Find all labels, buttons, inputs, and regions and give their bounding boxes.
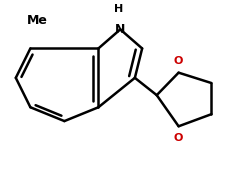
Text: H: H	[114, 4, 124, 14]
Text: O: O	[174, 133, 183, 143]
Text: Me: Me	[27, 14, 48, 27]
Text: O: O	[174, 56, 183, 66]
Text: N: N	[115, 23, 125, 36]
